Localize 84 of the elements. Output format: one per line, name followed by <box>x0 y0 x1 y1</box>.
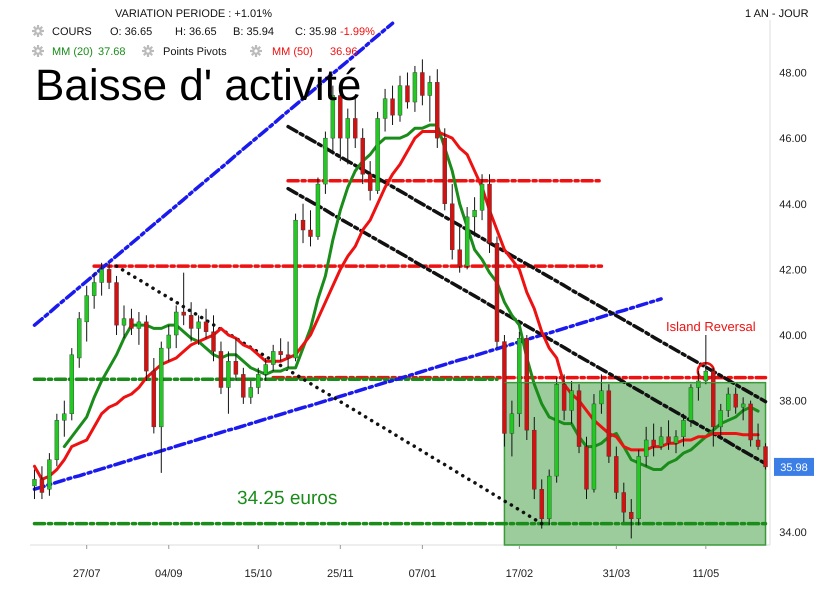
candlestick <box>510 400 514 457</box>
candlestick <box>428 75 432 122</box>
text: MM (20) <box>52 46 93 58</box>
y-tick-label: 44.00 <box>779 198 807 211</box>
candlestick <box>32 469 37 500</box>
candlestick <box>718 403 723 438</box>
candlestick <box>644 426 648 467</box>
candlestick <box>270 344 276 372</box>
x-tick-label: 15/10 <box>244 568 272 580</box>
candlestick <box>756 423 760 450</box>
candlestick <box>674 430 678 454</box>
candlestick <box>704 334 708 385</box>
candlestick <box>569 380 574 424</box>
annotation: Island Reversal <box>666 319 756 334</box>
annotation: -1.99% <box>340 26 376 38</box>
annotation: 37.68 <box>98 46 126 58</box>
annotation: O: 36.65 <box>110 26 152 38</box>
candlestick <box>181 272 186 326</box>
candlestick <box>651 423 656 457</box>
candlestick <box>106 262 112 290</box>
x-tick-label: 07/01 <box>408 568 436 580</box>
candlestick <box>248 380 254 404</box>
candlestick <box>308 210 313 247</box>
candlestick <box>166 324 171 362</box>
candlestick <box>278 338 283 362</box>
candlestick <box>241 367 246 404</box>
annotation: Points Pivots <box>163 46 228 58</box>
candlestick <box>726 387 730 418</box>
candlestick <box>188 302 194 342</box>
candlestick <box>629 498 634 539</box>
annotation: C: 35.98 <box>295 26 337 38</box>
annotation: COURS <box>52 26 92 38</box>
candlestick <box>300 203 306 244</box>
annotation: 36.96 <box>330 46 358 58</box>
candlestick <box>622 482 626 523</box>
candlestick <box>264 357 268 382</box>
x-tick-label: 11/05 <box>692 568 720 580</box>
candlestick <box>174 304 178 349</box>
candlestick <box>129 308 134 336</box>
line-series <box>32 22 394 327</box>
candlestick <box>40 466 44 500</box>
candlestick <box>382 88 388 132</box>
annotation: VARIATION PERIODE : +1.01% <box>115 8 272 20</box>
text: MM (50) <box>272 46 313 58</box>
candlestick <box>681 413 686 448</box>
candlestick <box>136 312 142 346</box>
x-tick-label: 25/11 <box>326 568 354 580</box>
candlestick <box>696 370 701 402</box>
candlestick <box>99 262 104 296</box>
candlestick <box>256 367 260 395</box>
candlestick <box>92 272 96 310</box>
candlestick <box>62 400 67 438</box>
candlestick <box>368 160 372 201</box>
x-tick-label: 04/09 <box>154 568 183 580</box>
candlestick <box>405 72 410 110</box>
y-tick-label: 42.00 <box>779 264 807 276</box>
line-series <box>114 264 544 526</box>
annotation: 34.25 euros <box>237 488 338 509</box>
annotation: B: 35.94 <box>233 26 274 38</box>
candlestick <box>472 196 477 238</box>
x-tick-label: 27/07 <box>72 568 100 580</box>
candlestick <box>204 308 208 339</box>
candlestick <box>658 426 664 450</box>
candlestick <box>666 420 671 450</box>
x-tick-label: 31/03 <box>602 568 630 580</box>
y-tick-label: 46.00 <box>779 133 807 146</box>
candlestick <box>122 304 126 339</box>
text: 35.98 <box>780 462 808 474</box>
candlestick <box>599 374 604 414</box>
annotation: 1 AN - JOUR <box>745 8 809 20</box>
y-tick-label: 38.00 <box>779 396 807 408</box>
candlestick <box>286 341 290 368</box>
candlestick <box>211 314 216 362</box>
candlestick <box>740 396 746 421</box>
y-tick-label: 40.00 <box>779 330 807 342</box>
x-tick-label: 17/02 <box>506 568 534 580</box>
candlestick <box>196 314 201 346</box>
y-tick-label: 48.00 <box>779 68 807 80</box>
y-tick-label: 34.00 <box>779 526 807 539</box>
candlestick <box>420 58 425 106</box>
candlestick <box>457 226 462 274</box>
annotation: H: 36.65 <box>175 26 217 38</box>
candlestick <box>234 338 238 382</box>
candlestick <box>390 85 395 126</box>
